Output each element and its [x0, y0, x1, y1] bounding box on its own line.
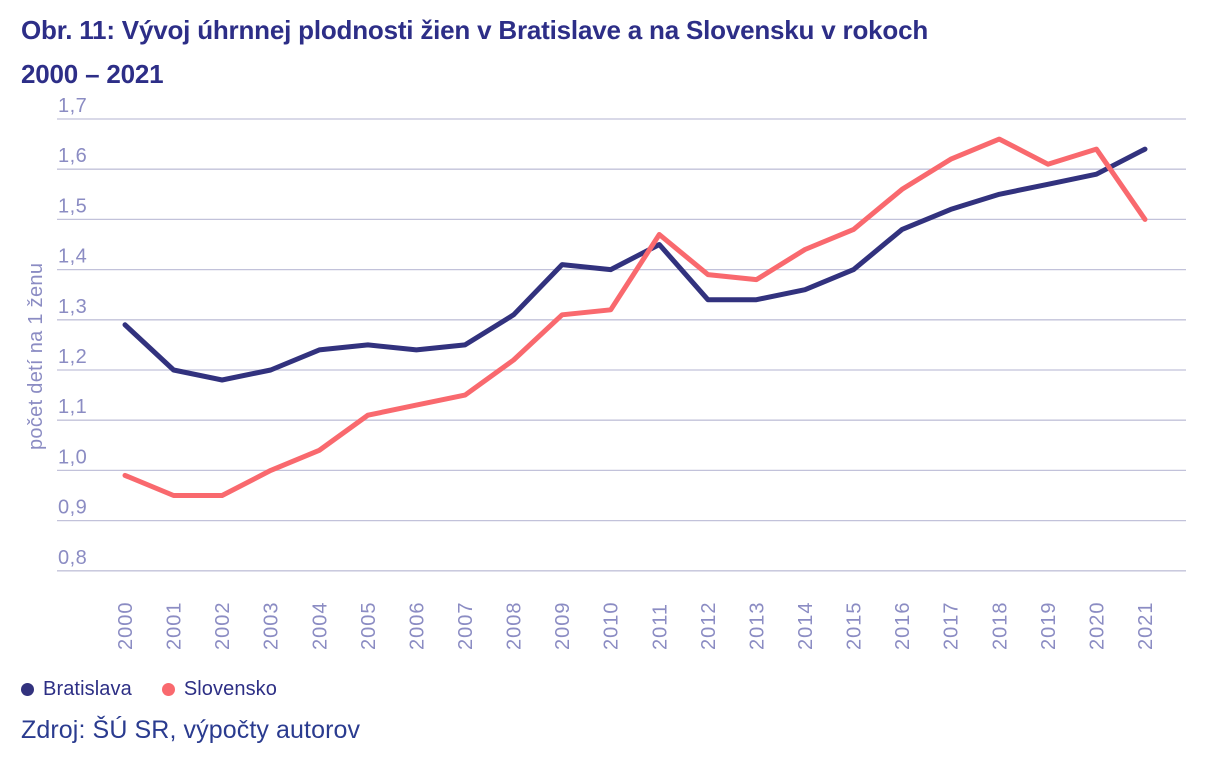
x-tick-label: 2006 — [406, 602, 428, 651]
x-tick-label: 2007 — [455, 602, 477, 651]
legend-label-bratislava: Bratislava — [43, 677, 132, 700]
y-axis-title: počet detí na 1 ženu — [25, 263, 47, 450]
y-tick-label: 1,3 — [58, 296, 87, 318]
figure-title-line-1: Obr. 11: Vývoj úhrnnej plodnosti žien v … — [21, 15, 929, 45]
x-tick-label: 2009 — [552, 602, 574, 651]
x-tick-label: 2017 — [941, 602, 963, 651]
chart-legend: Bratislava Slovensko — [21, 677, 277, 701]
x-tick-label: 2000 — [115, 602, 137, 651]
figure-title-line-2: 2000 – 2021 — [21, 59, 164, 89]
legend-label-slovensko: Slovensko — [183, 677, 277, 700]
x-tick-label: 2012 — [698, 602, 720, 651]
x-tick-label: 2014 — [795, 602, 817, 651]
y-tick-label: 1,2 — [58, 346, 87, 368]
source-note: Zdroj: ŠÚ SR, výpočty autorov — [21, 716, 361, 744]
legend-item-slovensko: Slovensko — [161, 677, 277, 701]
x-tick-label: 2019 — [1038, 602, 1060, 651]
y-tick-label: 1,0 — [58, 446, 87, 468]
y-tick-label: 1,7 — [58, 95, 87, 117]
x-tick-label: 2021 — [1135, 602, 1157, 651]
y-tick-label: 1,6 — [58, 145, 87, 167]
x-tick-label: 2010 — [601, 602, 623, 651]
series-line-bratislava — [122, 146, 1148, 383]
x-tick-label: 2004 — [309, 602, 331, 651]
x-tick-label: 2020 — [1086, 602, 1108, 651]
y-tick-label: 1,1 — [58, 396, 87, 418]
x-tick-label: 2013 — [746, 602, 768, 651]
legend-item-bratislava: Bratislava — [21, 678, 132, 701]
bratislava-dot-icon — [21, 682, 34, 696]
y-tick-label: 0,8 — [58, 547, 87, 569]
y-tick-label: 1,4 — [58, 246, 87, 268]
x-tick-label: 2003 — [261, 602, 283, 651]
x-tick-label: 2011 — [649, 603, 671, 650]
y-tick-label: 1,5 — [58, 195, 87, 217]
figure-title: Obr. 11: Vývoj úhrnnej plodnosti žien v … — [21, 8, 1196, 96]
x-tick-label: 2002 — [212, 602, 234, 651]
slovensko-dot-icon — [161, 682, 175, 696]
x-tick-label: 2016 — [892, 602, 914, 651]
x-tick-label: 2018 — [989, 602, 1011, 651]
x-tick-label: 2005 — [358, 602, 380, 651]
series-line-slovensko — [122, 136, 1148, 498]
x-tick-label: 2008 — [504, 602, 526, 651]
y-tick-label: 0,9 — [58, 497, 87, 519]
x-tick-label: 2001 — [164, 602, 186, 651]
x-tick-label: 2015 — [844, 602, 866, 651]
